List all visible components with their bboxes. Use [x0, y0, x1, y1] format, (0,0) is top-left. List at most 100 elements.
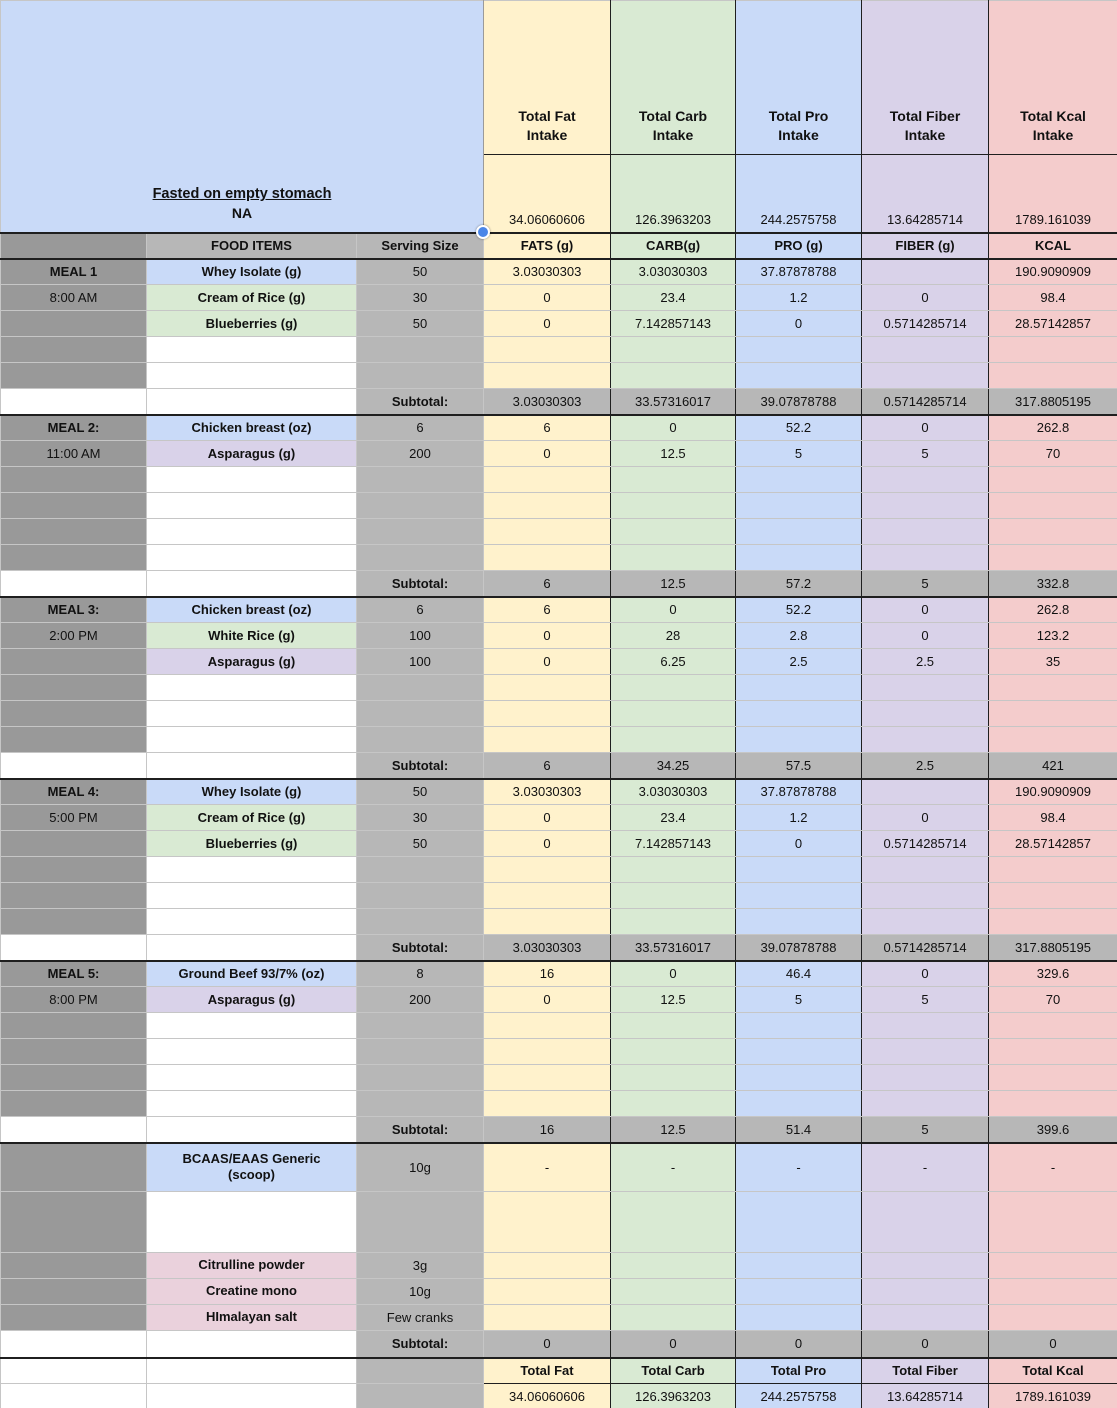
- macro-value-cell[interactable]: 37.87878788: [735, 258, 863, 285]
- macro-blank-cell[interactable]: [610, 1090, 737, 1117]
- subtotal-value-cell[interactable]: 421: [988, 752, 1117, 780]
- subtotal-value-cell[interactable]: 12.5: [610, 570, 737, 598]
- macro-blank-cell[interactable]: [735, 362, 863, 389]
- macro-blank-cell[interactable]: [483, 492, 612, 519]
- food-blank-cell[interactable]: [146, 466, 357, 493]
- macro-blank-cell[interactable]: [861, 1090, 990, 1117]
- subtotal-value-cell[interactable]: 5: [861, 570, 990, 598]
- blank-cell[interactable]: [146, 752, 357, 780]
- macro-value-cell[interactable]: 6: [483, 414, 612, 441]
- meal-blank-cell[interactable]: [0, 1142, 147, 1192]
- macro-value-cell[interactable]: 28.57142857: [988, 310, 1117, 337]
- meal-blank-cell[interactable]: [0, 856, 147, 883]
- food-item-cell[interactable]: Chicken breast (oz): [146, 596, 357, 623]
- macro-blank-cell[interactable]: [735, 882, 863, 909]
- serving-size-cell[interactable]: 6: [355, 596, 485, 623]
- serving-size-cell[interactable]: 50: [355, 258, 485, 285]
- macro-value-cell[interactable]: [988, 1278, 1117, 1305]
- macro-value-cell[interactable]: 123.2: [988, 622, 1117, 649]
- macro-blank-cell[interactable]: [861, 336, 990, 363]
- meal-blank-cell[interactable]: [0, 1038, 147, 1065]
- macro-value-cell[interactable]: 262.8: [988, 414, 1117, 441]
- blank-cell[interactable]: [146, 1383, 357, 1408]
- serving-size-cell[interactable]: 200: [355, 986, 485, 1013]
- total-intake-header-cell[interactable]: Total Kcal Intake: [988, 0, 1117, 155]
- serving-blank-cell[interactable]: [355, 336, 485, 363]
- macro-value-cell[interactable]: 6.25: [610, 648, 737, 675]
- macro-blank-cell[interactable]: [861, 726, 990, 753]
- macro-value-cell[interactable]: [861, 1252, 990, 1279]
- macro-value-cell[interactable]: [735, 1252, 863, 1279]
- macro-value-cell[interactable]: [483, 1304, 612, 1331]
- subtotal-value-cell[interactable]: 57.2: [735, 570, 863, 598]
- meal-label-cell[interactable]: MEAL 3:: [0, 596, 147, 623]
- food-blank-cell[interactable]: [146, 882, 357, 909]
- macro-blank-cell[interactable]: [988, 544, 1117, 571]
- macro-value-cell[interactable]: 6: [483, 596, 612, 623]
- macro-blank-cell[interactable]: [861, 856, 990, 883]
- macro-blank-cell[interactable]: [483, 1064, 612, 1091]
- macro-value-cell[interactable]: 5: [861, 986, 990, 1013]
- macro-blank-cell[interactable]: [988, 1064, 1117, 1091]
- macro-value-cell[interactable]: 5: [861, 440, 990, 467]
- macro-blank-cell[interactable]: [988, 856, 1117, 883]
- macro-value-cell[interactable]: 0: [483, 440, 612, 467]
- total-intake-value-cell[interactable]: 244.2575758: [735, 154, 863, 233]
- macro-value-cell[interactable]: 2.5: [861, 648, 990, 675]
- macro-blank-cell[interactable]: [610, 908, 737, 935]
- subtotal-value-cell[interactable]: 12.5: [610, 1116, 737, 1144]
- food-blank-cell[interactable]: [146, 1038, 357, 1065]
- macro-value-cell[interactable]: 3.03030303: [483, 258, 612, 285]
- macro-value-cell[interactable]: 0: [483, 284, 612, 311]
- food-item-cell[interactable]: Whey Isolate (g): [146, 778, 357, 805]
- serving-blank-cell[interactable]: [355, 726, 485, 753]
- macro-blank-cell[interactable]: [610, 700, 737, 727]
- blank-cell[interactable]: [146, 1330, 357, 1359]
- grand-total-value-cell[interactable]: 244.2575758: [735, 1383, 863, 1408]
- macro-blank-cell[interactable]: [483, 1090, 612, 1117]
- macro-value-cell[interactable]: 7.142857143: [610, 830, 737, 857]
- column-header-macro[interactable]: CARB(g): [610, 231, 737, 260]
- serving-blank-cell[interactable]: [355, 518, 485, 545]
- macro-value-cell[interactable]: [861, 1304, 990, 1331]
- food-item-cell[interactable]: Asparagus (g): [146, 440, 357, 467]
- macro-value-cell[interactable]: [988, 1304, 1117, 1331]
- serving-size-cell[interactable]: 10g: [355, 1142, 485, 1192]
- grand-total-value-cell[interactable]: 13.64285714: [861, 1383, 990, 1408]
- total-intake-header-cell[interactable]: Total Fiber Intake: [861, 0, 990, 155]
- macro-value-cell[interactable]: 23.4: [610, 284, 737, 311]
- food-blank-cell[interactable]: [146, 518, 357, 545]
- meal-blank-cell[interactable]: [0, 518, 147, 545]
- macro-blank-cell[interactable]: [610, 518, 737, 545]
- macro-value-cell[interactable]: 7.142857143: [610, 310, 737, 337]
- blank-cell[interactable]: [146, 1116, 357, 1144]
- subtotal-label-cell[interactable]: Subtotal:: [355, 388, 485, 416]
- meal-blank-cell[interactable]: [0, 492, 147, 519]
- macro-value-cell[interactable]: [861, 778, 990, 805]
- macro-value-cell[interactable]: [610, 1278, 737, 1305]
- meal-blank-cell[interactable]: [0, 310, 147, 337]
- macro-blank-cell[interactable]: [610, 1012, 737, 1039]
- macro-value-cell[interactable]: -: [610, 1142, 737, 1192]
- macro-blank-cell[interactable]: [610, 466, 737, 493]
- blank-cell[interactable]: [0, 752, 147, 780]
- serving-size-cell[interactable]: Few cranks: [355, 1304, 485, 1331]
- macro-blank-cell[interactable]: [861, 674, 990, 701]
- macro-value-cell[interactable]: [735, 1304, 863, 1331]
- column-header-macro[interactable]: KCAL: [988, 231, 1117, 260]
- meal-blank-cell[interactable]: [0, 648, 147, 675]
- subtotal-value-cell[interactable]: 3.03030303: [483, 388, 612, 416]
- subtotal-value-cell[interactable]: 5: [861, 1116, 990, 1144]
- blank-cell[interactable]: [146, 570, 357, 598]
- macro-blank-cell[interactable]: [610, 1064, 737, 1091]
- column-header-macro[interactable]: FIBER (g): [861, 231, 990, 260]
- macro-value-cell[interactable]: 0.5714285714: [861, 830, 990, 857]
- meal-time-cell[interactable]: 8:00 AM: [0, 284, 147, 311]
- macro-value-cell[interactable]: 2.5: [735, 648, 863, 675]
- macro-value-cell[interactable]: 70: [988, 440, 1117, 467]
- macro-blank-cell[interactable]: [988, 726, 1117, 753]
- grand-total-header-cell[interactable]: Total Pro: [735, 1356, 863, 1384]
- blank-cell[interactable]: [0, 388, 147, 416]
- food-item-cell[interactable]: Blueberries (g): [146, 310, 357, 337]
- serving-size-cell[interactable]: 6: [355, 414, 485, 441]
